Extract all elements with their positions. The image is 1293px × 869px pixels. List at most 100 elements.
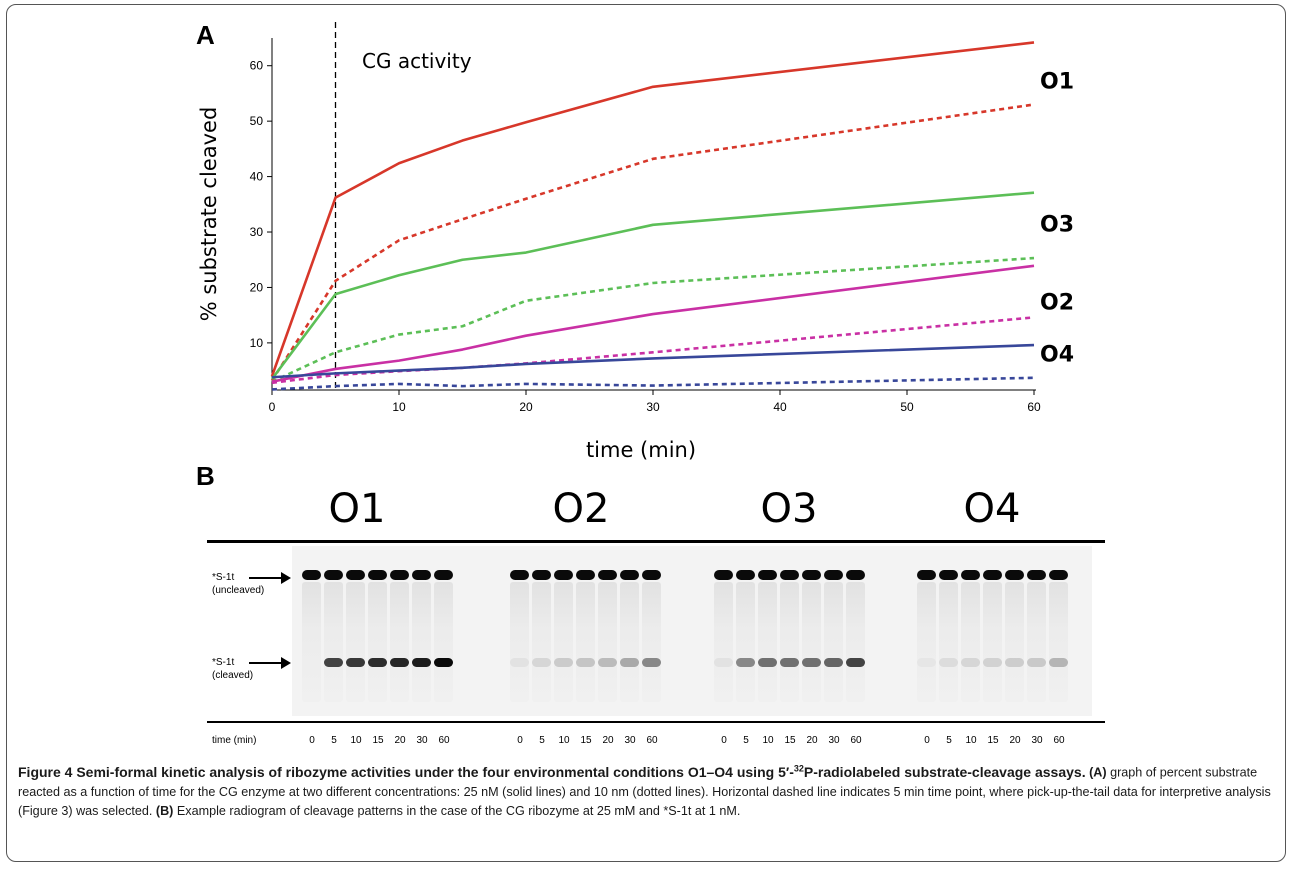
gel-lane-smear [598,582,617,702]
y-axis-label: % substrate cleaved [197,107,221,322]
group-label-o3: O3 [1040,213,1074,238]
gel-time-point: 0 [309,735,315,746]
gel-lane-smear [780,582,799,702]
gel-time-point: 60 [850,735,862,746]
series-o3-solid [270,191,1035,380]
gel-lane-smear [802,582,821,702]
gel-time-point: 30 [624,735,636,746]
caption-b-text: Example radiogram of cleavage patterns i… [173,803,741,818]
gel-lane-smear [846,582,865,702]
x-tick-label: 40 [773,400,787,414]
y-tick-label: 40 [250,170,264,184]
gel-lane-smear [532,582,551,702]
gel-time-point: 60 [438,735,450,746]
y-tick-label: 30 [250,225,264,239]
kinetics-line-chart: 0 10 20 30 40 50 60 10 20 30 40 50 60 time (min) % sub… [197,22,1074,462]
uncleaved-band [434,570,453,580]
cleaved-band [846,658,865,667]
gel-time-point: 60 [1053,735,1065,746]
group-label-o2: O2 [1040,290,1074,315]
uncleaved-band [576,570,595,580]
cleaved-band [714,658,733,667]
cleaved-band [434,658,453,667]
gel-time-point: 20 [806,735,818,746]
uncleaved-band [780,570,799,580]
gel-lane-smear [961,582,980,702]
gel-time-point: 20 [394,735,406,746]
gel-lane-smear [917,582,936,702]
figure-caption: Figure 4 Semi-formal kinetic analysis of… [18,759,1280,821]
gel-time-point: 15 [987,735,999,746]
caption-a-text: graph of percent substrate reacted as a … [18,765,1271,818]
uncleaved-marker-label: *S-1t (uncleaved) [212,571,264,597]
cleaved-band [368,658,387,667]
uncleaved-band [390,570,409,580]
cleaved-label-line2: (cleaved) [212,670,254,681]
uncleaved-band [939,570,958,580]
gel-lane-smear [346,582,365,702]
gel-time-point: 10 [350,735,362,746]
panel-b-letter: B [196,461,215,491]
caption-title-sup: 32 [793,763,804,773]
gel-time-point: 20 [1009,735,1021,746]
x-tick-label: 60 [1027,400,1041,414]
gel-lane-smear [390,582,409,702]
cleaved-band [802,658,821,667]
uncleaved-band [1005,570,1024,580]
uncleaved-band [324,570,343,580]
uncleaved-band [302,570,321,580]
gel-time-point: 0 [721,735,727,746]
gel-condition-o2: O2 [552,486,610,532]
uncleaved-band [620,570,639,580]
cleaved-band [554,658,573,667]
uncleaved-band [554,570,573,580]
series-o3-dotted [271,256,1035,383]
y-tick-label: 50 [250,114,264,128]
gel-time-point: 15 [372,735,384,746]
gel-time-point: 60 [646,735,658,746]
cleaved-band [510,658,529,667]
gel-time-point: 10 [558,735,570,746]
gel-time-point: 0 [517,735,523,746]
cleaved-band [736,658,755,667]
gel-lane-smear [554,582,573,702]
gel-time-label: time (min) [212,735,257,746]
gel-condition-o3: O3 [760,486,818,532]
gel-condition-o4: O4 [963,486,1021,532]
cleaved-band [598,658,617,667]
gel-lane-smear [824,582,843,702]
uncleaved-band [1027,570,1046,580]
uncleaved-arrow-icon [249,572,291,584]
caption-title-end: P-radiolabeled substrate-cleavage assays… [803,763,1086,780]
uncleaved-band [412,570,431,580]
caption-title-text: Figure 4 Semi-formal kinetic analysis of… [18,763,794,780]
uncleaved-label-line1: *S-1t [212,572,235,583]
gel-lane-smear [412,582,431,702]
gel-lane-smear [736,582,755,702]
gel-time-point: 5 [946,735,952,746]
uncleaved-band [917,570,936,580]
group-label-o1: O1 [1040,70,1074,95]
y-tick-label: 60 [250,59,264,73]
cleaved-band [758,658,777,667]
cleaved-band [390,658,409,667]
cleaved-band [412,658,431,667]
radiogram-gel [292,546,1092,716]
x-tick-label: 30 [646,400,660,414]
group-label-o4: O4 [1040,342,1074,367]
gel-lane-smear [368,582,387,702]
gel-lane-smear [434,582,453,702]
panel-a-letter: A [196,20,215,50]
gel-time-point: 5 [331,735,337,746]
gel-condition-o1: O1 [328,486,386,532]
uncleaved-band [346,570,365,580]
cleaved-band [1005,658,1024,667]
cleaved-band [346,658,365,667]
gel-lane-smear [620,582,639,702]
caption-title: Figure 4 Semi-formal kinetic analysis of… [18,763,1086,780]
gel-time-point: 5 [743,735,749,746]
uncleaved-band [846,570,865,580]
gel-time-point: 30 [416,735,428,746]
cleaved-band [532,658,551,667]
uncleaved-band [983,570,1002,580]
